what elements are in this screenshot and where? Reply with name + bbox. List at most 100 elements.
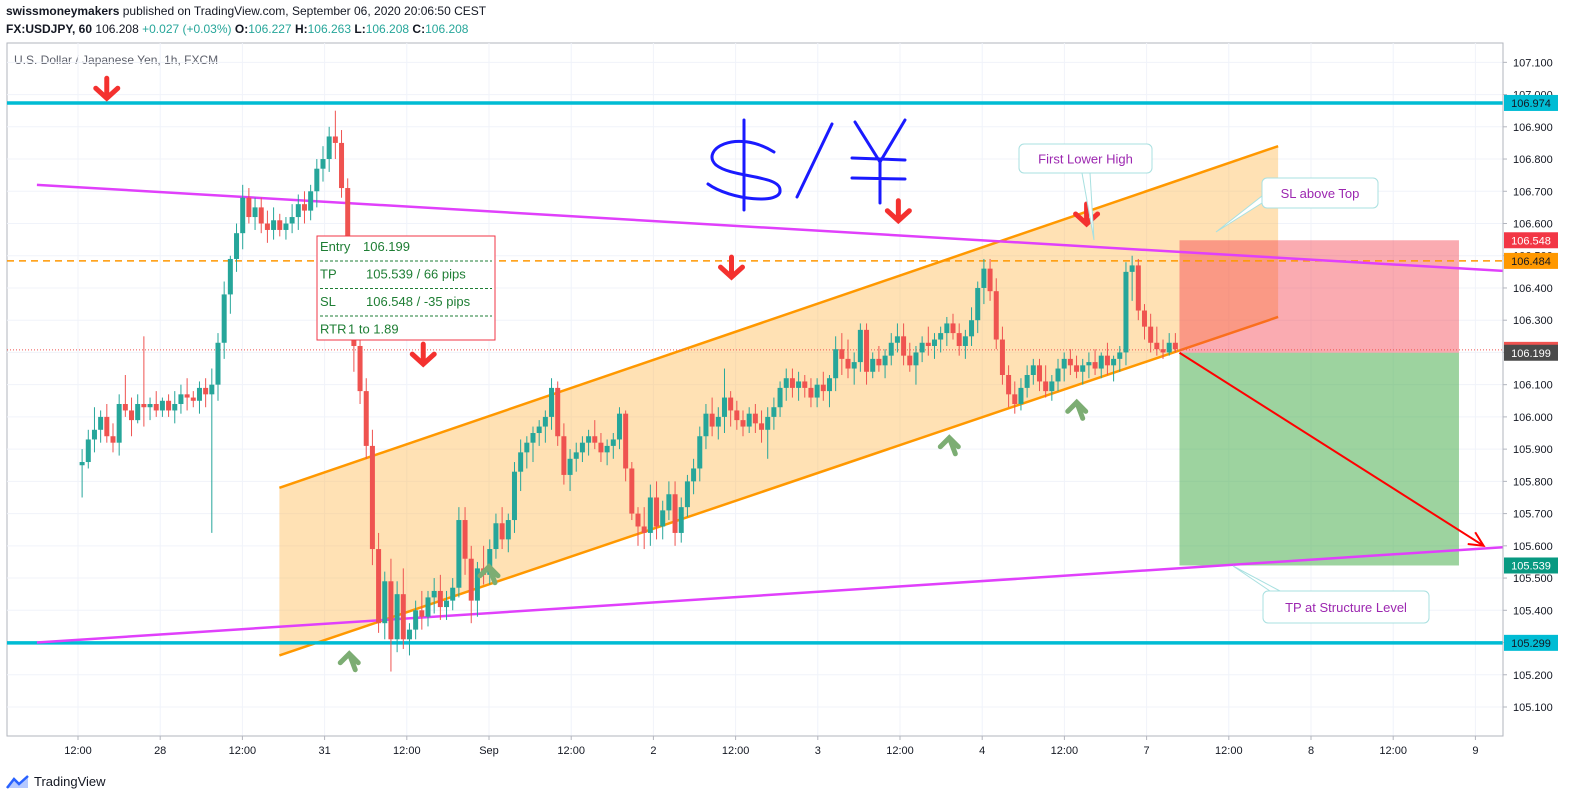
stop-loss-zone[interactable] (1179, 240, 1459, 353)
callout-text: First Lower High (1038, 152, 1133, 167)
y-tick-label: 105.500 (1513, 573, 1553, 585)
x-tick-label: 3 (815, 745, 821, 757)
candle-body (172, 404, 178, 411)
level-lines[interactable] (7, 101, 1574, 645)
candle-body (542, 416, 548, 427)
candle-body (969, 320, 975, 337)
candle-body (647, 497, 653, 533)
candle-body (295, 204, 301, 218)
candle-body (159, 400, 165, 411)
candle-body (1172, 342, 1178, 350)
candle-body (1067, 358, 1073, 366)
x-tick-label: Sep (479, 745, 499, 757)
candle-body (592, 436, 598, 443)
price-badge (1504, 94, 1558, 111)
y-tick-label: 106.600 (1513, 219, 1553, 231)
take-profit-zone[interactable] (1179, 352, 1459, 566)
channel-upper-line[interactable] (278, 144, 1279, 489)
candle-body (369, 445, 375, 550)
time-axis[interactable]: 12:00 28 12:00 31 12:00 Sep 12:00 2 12:00 3 12:00 4… (64, 736, 1478, 757)
y-tick-label: 105.700 (1513, 509, 1553, 521)
candle-body (999, 339, 1005, 375)
callout-note[interactable]: SL above Top (1215, 177, 1379, 233)
candle-body (993, 291, 999, 340)
candle-body (227, 258, 233, 295)
candle-body (598, 442, 604, 453)
high-value: 106.263 (307, 22, 352, 36)
x-tick-label: 28 (154, 745, 166, 757)
candle-body (1055, 368, 1061, 382)
footer-brand[interactable]: TradingView (34, 774, 106, 789)
callout-text: TP at Structure Level (1285, 600, 1407, 615)
author-name[interactable]: swissmoneymakers (6, 4, 120, 18)
candle-body (357, 345, 363, 392)
published-text: published on TradingView.com, September … (122, 4, 487, 18)
price-badge-label: 106.548 (1511, 235, 1551, 247)
candle-body (425, 597, 431, 617)
candle-body (505, 520, 511, 540)
candle-body (654, 497, 660, 527)
close-value: 106.208 (425, 22, 469, 36)
candle-body (122, 404, 128, 411)
x-tick-label: 12:00 (722, 745, 750, 757)
y-tick-label: 106.800 (1513, 154, 1553, 166)
candle-body (314, 168, 320, 192)
candle-body (635, 513, 641, 527)
callout-note[interactable]: TP at Structure Level (1232, 565, 1430, 624)
candle-body (820, 384, 826, 392)
price-chart[interactable]: U.S. Dollar / Japanese Yen, 1h, FXCM Ent… (0, 0, 1588, 770)
price-badge (1504, 344, 1558, 361)
candle-body (487, 549, 493, 575)
candle-body (610, 439, 616, 446)
candle-body (301, 204, 307, 211)
trade-box-value: 106.199 (363, 239, 410, 254)
x-tick-label: 12:00 (64, 745, 92, 757)
trend-line-support[interactable] (36, 543, 1574, 644)
candle-body (1154, 342, 1160, 350)
candle-body (147, 404, 153, 408)
candle-body (944, 323, 950, 334)
candle-body (1006, 374, 1012, 395)
candle-body (919, 342, 925, 353)
yen-stroke (850, 118, 907, 205)
callout-box (1018, 143, 1153, 174)
y-tick-label: 106.700 (1513, 186, 1553, 198)
annotations[interactable]: Entry 106.199 TP 105.539 / 66 pips SL 106.548… (316, 118, 1430, 624)
channel-lower-line[interactable] (278, 315, 1279, 657)
candle-body (987, 268, 993, 292)
candle-body (555, 387, 561, 437)
candle-body (493, 523, 499, 550)
projection-arrow-line[interactable] (1178, 351, 1485, 547)
candle-body (1123, 271, 1129, 353)
candle-body (203, 387, 209, 395)
candle-body (1043, 381, 1049, 392)
candle-body (246, 197, 252, 218)
price-badge (1504, 634, 1558, 651)
callout-note[interactable]: First Lower High (1018, 143, 1153, 241)
candle-body (678, 507, 684, 533)
trade-summary-box[interactable]: Entry 106.199 TP 105.539 / 66 pips SL 106.548… (316, 235, 496, 341)
candle-body (573, 452, 579, 459)
price-axis[interactable]: 105.100105.200105.300105.400105.500105.6… (1503, 57, 1553, 714)
price-badge-label: 105.299 (1511, 638, 1551, 650)
short-position-tool[interactable] (1179, 240, 1459, 566)
projection-arrow-head (1467, 531, 1486, 548)
trend-line-resistance[interactable] (36, 183, 1574, 275)
candle-body (518, 452, 524, 472)
red-down-arrow-icon (409, 341, 437, 368)
candle-body (178, 394, 184, 405)
red-down-arrow-icon (884, 198, 912, 225)
candle-body (85, 439, 91, 463)
candle-body (394, 594, 400, 640)
candle-body (616, 413, 622, 440)
candle-body (777, 387, 783, 408)
y-tick-label: 105.900 (1513, 444, 1553, 456)
candle-body (190, 397, 196, 401)
x-tick-label: 12:00 (393, 745, 421, 757)
candle-body (1061, 358, 1067, 369)
symbol-label[interactable]: FX:USDJPY, 60 (6, 22, 93, 36)
candle-body (1080, 365, 1086, 372)
candle-body (876, 358, 882, 366)
candle-body (431, 590, 437, 598)
price-badge-label: 106.974 (1511, 98, 1551, 110)
